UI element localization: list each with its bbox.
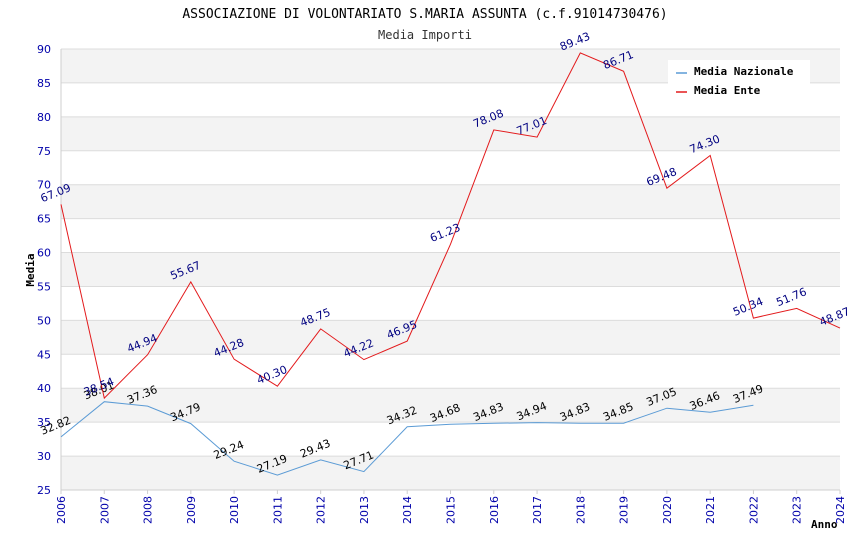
grid-band-3: [61, 354, 840, 389]
legend-background: [668, 60, 810, 102]
grid-band-9: [61, 150, 840, 185]
x-tick-label-2021: 2021: [704, 496, 717, 524]
x-tick-label-2013: 2013: [358, 496, 371, 524]
chart-title: ASSOCIAZIONE DI VOLONTARIATO S.MARIA ASS…: [182, 7, 667, 22]
y-tick-label-80: 80: [37, 111, 51, 124]
y-tick-label-55: 55: [37, 280, 51, 293]
grid-band-0: [61, 456, 840, 490]
x-tick-label-2022: 2022: [747, 496, 760, 524]
x-tick-label-2014: 2014: [401, 496, 414, 524]
y-tick-label-35: 35: [37, 416, 51, 429]
x-tick-label-2018: 2018: [574, 496, 587, 524]
x-axis-ticks: 2006 2007 2008 2009 2010 2011 2012 2013 2014 2015…: [55, 490, 847, 524]
x-tick-label-2011: 2011: [271, 496, 284, 524]
y-tick-label-45: 45: [37, 348, 51, 361]
x-tick-label-2015: 2015: [445, 496, 458, 524]
x-tick-label-2023: 2023: [791, 496, 804, 524]
x-tick-label-2016: 2016: [488, 496, 501, 524]
legend-entry-media-nazionale: Media Nazionale: [694, 65, 794, 78]
x-tick-label-2020: 2020: [661, 496, 674, 524]
grid-band-10: [61, 116, 840, 151]
grid-band-4: [61, 320, 840, 355]
legend-entry-media-ente: Media Ente: [694, 84, 761, 97]
y-tick-label-70: 70: [37, 179, 51, 192]
legend: Media Nazionale Media Ente: [668, 60, 810, 102]
y-tick-label-60: 60: [37, 247, 51, 260]
x-tick-label-2009: 2009: [185, 496, 198, 524]
y-axis-ticks: 25 30 35 40 45 50 55 60 65 70 75 80 85 90: [37, 43, 51, 497]
x-tick-label-2006: 2006: [55, 496, 68, 524]
x-tick-label-2008: 2008: [142, 496, 155, 524]
grid-band-5: [61, 286, 840, 321]
grid-band-2: [61, 388, 840, 423]
x-tick-label-2019: 2019: [618, 496, 631, 524]
x-axis-label: Anno: [811, 518, 838, 531]
x-tick-label-2012: 2012: [315, 496, 328, 524]
y-tick-label-30: 30: [37, 450, 51, 463]
series-line-media-ente: [60, 52, 841, 400]
x-tick-label-2007: 2007: [98, 496, 111, 524]
y-tick-label-65: 65: [37, 213, 51, 226]
grid-band-7: [61, 218, 840, 253]
grid-lines: [61, 48, 840, 491]
y-tick-label-25: 25: [37, 484, 51, 497]
y-axis-label: Media: [24, 253, 37, 286]
y-tick-label-50: 50: [37, 314, 51, 327]
chart-subtitle: Media Importi: [378, 28, 472, 42]
series-line-media-nazionale: [60, 401, 754, 476]
y-tick-label-85: 85: [37, 77, 51, 90]
grid-band-6: [61, 252, 840, 287]
grid-band-1: [61, 422, 840, 457]
x-tick-label-2024: 2024: [834, 496, 847, 524]
x-tick-label-2010: 2010: [228, 496, 241, 524]
y-tick-label-90: 90: [37, 43, 51, 56]
y-tick-label-40: 40: [37, 382, 51, 395]
x-tick-label-2017: 2017: [531, 496, 544, 524]
y-tick-label-75: 75: [37, 145, 51, 158]
grid-band-8: [61, 184, 840, 219]
